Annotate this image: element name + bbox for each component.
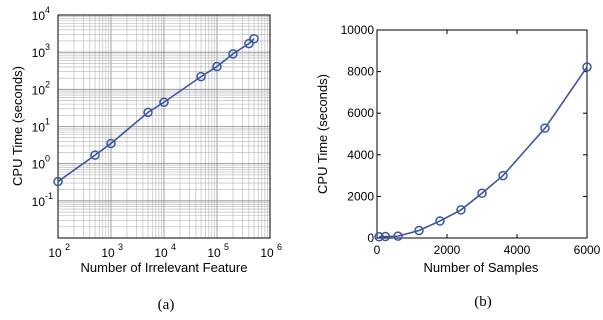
panel-a-y-tick-exponent: -1 (45, 191, 53, 201)
panel-b-data-point (477, 188, 487, 199)
panel-a-y-tick-label: 10 (32, 158, 46, 172)
panel-a-caption: (a) (158, 297, 175, 313)
panel-a-x-tick-label: 10 (48, 246, 62, 260)
panel-b-x-tick-label: 0 (374, 243, 381, 257)
panel-a-x-tick-label: 10 (260, 246, 274, 260)
panel-b-data-point (540, 123, 550, 133)
panel-b-data-point (380, 231, 391, 242)
panel-a-y-tick-label: 10 (32, 46, 46, 60)
panel-a-y-tick-exponent: 1 (45, 117, 50, 127)
panel-a-x-tick-exponent: 3 (118, 242, 123, 252)
panel-a-x-tick-exponent: 6 (277, 242, 282, 252)
panel-a-data-point (90, 150, 100, 160)
panel-a-data-point (228, 49, 238, 59)
panel-a-series-line (57, 38, 255, 183)
panel-a-x-tick-label: 10 (101, 246, 115, 260)
panel-b-y-tick-label: 10000 (341, 23, 375, 37)
panel-b-x-tick-label: 4000 (504, 243, 531, 257)
panel-a-data-point (106, 138, 116, 149)
panel-b-x-tick-label: 6000 (574, 243, 601, 257)
panel-b-data-point (414, 225, 424, 236)
panel-a-x-tick-label: 10 (154, 246, 168, 260)
panel-b-y-tick-label: 4000 (347, 148, 374, 162)
panel-b-linear-chart: 0 2000 4000 6000 0 2000 4000 6000 8000 10000 Num… (315, 23, 601, 310)
panel-a-grid (58, 15, 270, 238)
panel-a-x-tick-exponent: 5 (224, 242, 229, 252)
panel-b-y-axis-label: CPU Time (seconds) (315, 74, 330, 194)
panel-b-y-tick-label: 2000 (347, 189, 374, 203)
panel-a-x-tick-label: 10 (207, 246, 221, 260)
panel-a-y-axis-label: CPU Time (seconds) (10, 66, 25, 186)
panel-b-data-point (435, 216, 445, 226)
panel-b-x-ticks: 0 2000 4000 6000 (374, 30, 601, 257)
panel-a-y-tick-exponent: 3 (45, 42, 50, 52)
panel-a-y-tick-exponent: 0 (45, 154, 50, 164)
panel-b-data-point (582, 62, 592, 72)
panel-b-caption: (b) (474, 294, 492, 310)
panel-b-data-point (456, 205, 466, 215)
panel-b-y-ticks: 0 2000 4000 6000 8000 10000 (341, 23, 587, 245)
panel-b-frame (376, 29, 588, 239)
panel-b-y-tick-label: 0 (367, 231, 374, 245)
panel-a-frame (57, 14, 271, 239)
panel-b-series-line (379, 66, 588, 238)
panel-a-x-ticks: 10 2 10 3 10 4 10 5 10 6 (48, 242, 282, 260)
panel-b-y-tick-label: 6000 (347, 106, 374, 120)
panel-a-y-tick-label: 10 (32, 9, 46, 23)
panel-a-data-point (159, 97, 169, 107)
panel-a-data-point (143, 107, 153, 118)
panel-a-x-axis-label: Number of Irrelevant Feature (81, 260, 248, 275)
panel-a-data-point (249, 33, 259, 44)
panel-a-y-tick-exponent: 4 (45, 5, 50, 15)
panel-b-y-tick-label: 8000 (347, 65, 374, 79)
panel-b-points (374, 62, 592, 242)
panel-b-x-tick-label: 2000 (434, 243, 461, 257)
panel-b-data-point (374, 232, 384, 242)
panel-a-x-tick-exponent: 2 (65, 242, 70, 252)
panel-b-data-point (393, 231, 403, 241)
panel-a-y-tick-label: 10 (32, 195, 46, 209)
panel-a-data-point (196, 71, 206, 82)
panel-a-x-tick-exponent: 4 (171, 242, 176, 252)
panel-a-y-tick-exponent: 2 (45, 79, 50, 89)
panel-a-data-point (53, 176, 63, 187)
panel-b-data-point (498, 170, 508, 181)
panel-a-data-point (244, 38, 254, 49)
panel-a-data-point (212, 61, 222, 72)
panel-a-y-tick-label: 10 (32, 121, 46, 135)
panel-a-points (53, 33, 259, 187)
panel-a-y-tick-label: 10 (32, 83, 46, 97)
panel-b-x-axis-label: Number of Samples (424, 260, 539, 275)
